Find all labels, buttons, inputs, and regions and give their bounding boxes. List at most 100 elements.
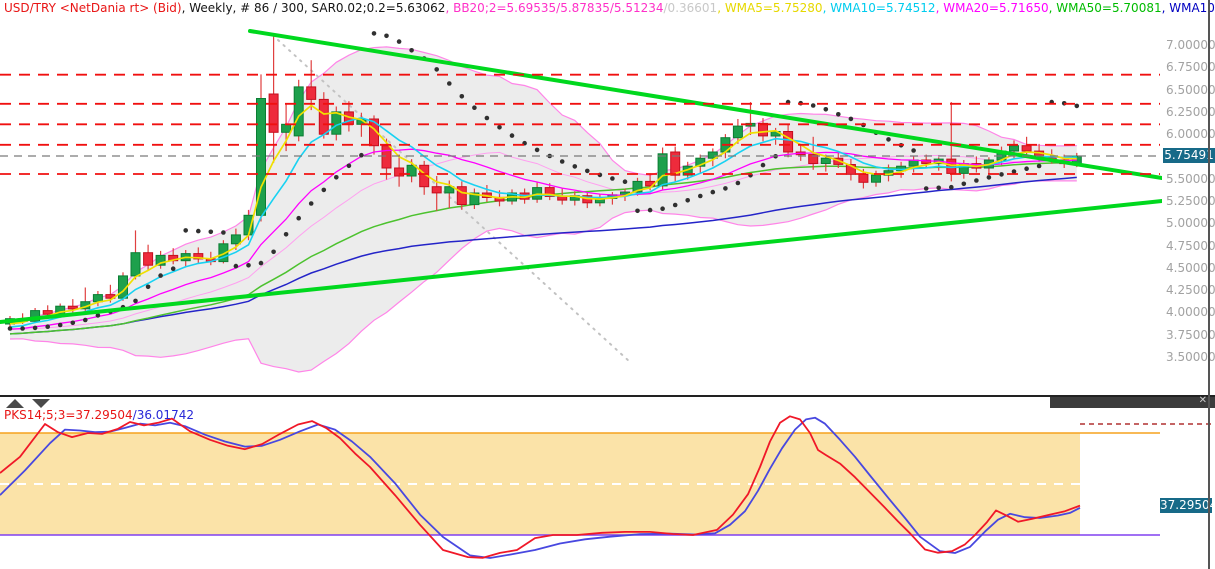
sar-dot (308, 201, 314, 206)
legend-segment: , BB20;2=5.69535/5.87835/5.51234 (445, 1, 664, 15)
sar-dot (57, 322, 63, 328)
legend-segment: USD/TRY <NetDania rt> (Bid) (4, 1, 182, 15)
sar-dot (246, 263, 251, 268)
candle-body (657, 153, 668, 187)
sar-dot (409, 48, 414, 53)
sar-dot (334, 175, 339, 180)
dotted-trendline[interactable] (277, 39, 631, 363)
sar-dot (572, 164, 578, 169)
sar-dot (886, 137, 891, 142)
sar-dot (233, 263, 239, 269)
indicator-panel-titlebar[interactable]: ✕ (1050, 395, 1215, 408)
candle-body (444, 186, 455, 194)
sar-dot (735, 180, 741, 186)
sar-dot (196, 228, 201, 234)
sar-dot (20, 326, 25, 331)
candle-body (331, 111, 342, 135)
bollinger-upper-band (9, 46, 1077, 321)
sar-dot (133, 298, 138, 304)
green-trendline[interactable] (0, 199, 1162, 324)
sar-dot (434, 67, 440, 72)
sar-dot (321, 187, 327, 193)
candle-body (1021, 145, 1032, 152)
legend-segment: /0.36601 (663, 1, 718, 15)
sar-dot (1011, 169, 1017, 174)
collapse-down-icon[interactable] (32, 399, 51, 408)
candle-body (820, 157, 831, 164)
panel-resize-grips[interactable] (6, 399, 53, 418)
sar-dot (999, 172, 1004, 177)
sar-dot (635, 208, 640, 214)
indicator-legend: PKS14;5;3=37.29504/36.01742 (4, 408, 194, 422)
candle-body (381, 145, 392, 169)
sar-dot (95, 313, 101, 318)
collapse-up-icon[interactable] (6, 399, 24, 408)
window-right-border (1208, 0, 1210, 569)
stoch-band-fill (0, 433, 1080, 535)
bollinger-lower-band (9, 180, 1077, 373)
candle-body (557, 196, 568, 201)
candle-body (230, 234, 241, 245)
legend-segment: , WMA10=5.74512 (822, 1, 936, 15)
legend-segment: , Weekly, # 86 / 300 (181, 1, 304, 15)
sar-dot (83, 317, 88, 323)
candle-body (732, 125, 743, 139)
candle-body (758, 122, 768, 137)
sar-dot (672, 202, 678, 208)
sar-dot (70, 320, 76, 326)
legend-segment: , WMA50=5.70081 (1048, 1, 1162, 15)
candle-body (544, 187, 555, 198)
candle-body (155, 254, 166, 266)
wma100-line (9, 176, 1077, 335)
y-axis-label: 7.00000 (1166, 38, 1215, 52)
y-axis-label: 6.25000 (1166, 104, 1215, 119)
sar-dot (484, 115, 490, 121)
sar-dot (974, 178, 979, 183)
sar-dot (447, 81, 452, 86)
main-plot-layer (0, 29, 1162, 373)
sar-dot (936, 185, 941, 191)
y-axis-label: 6.75000 (1166, 60, 1215, 75)
sar-dot (710, 189, 716, 195)
candle-body (67, 305, 78, 310)
candle-body (143, 252, 154, 266)
candle-body (946, 158, 957, 174)
candle-body (469, 192, 480, 206)
candle-body (921, 159, 932, 165)
stoch-line-d (0, 416, 1081, 559)
sar-dot (1074, 103, 1080, 109)
candle-body (394, 167, 405, 177)
legend-segment: , WMA5=5.75280 (717, 1, 823, 15)
sar-dot (559, 159, 565, 164)
candle-body (858, 173, 869, 183)
legend-segment: , WMA20=5.71650 (935, 1, 1049, 15)
candle-body (845, 164, 856, 175)
candle-body (707, 151, 718, 159)
sar-dot (1024, 166, 1029, 171)
y-axis-label: 5.50000 (1166, 171, 1215, 186)
y-axis-label: 5.25000 (1166, 194, 1215, 208)
sar-dot (848, 116, 854, 122)
panel-separator[interactable] (0, 395, 1215, 397)
sar-dot (183, 228, 188, 233)
sar-dot (622, 179, 628, 184)
candle-body (293, 86, 304, 137)
sar-dot (723, 186, 728, 191)
close-icon[interactable]: ✕ (1198, 395, 1207, 406)
y-axis-label: 4.00000 (1166, 305, 1215, 320)
sar-dot (698, 193, 703, 199)
sar-dot (459, 94, 465, 99)
sar-dot (296, 215, 302, 221)
chart-legend: USD/TRY <NetDania rt> (Bid), Weekly, # 8… (4, 1, 1215, 15)
candle-body (871, 174, 881, 183)
sar-dot (359, 152, 364, 158)
sar-dot (396, 39, 402, 44)
candle-body (456, 186, 467, 205)
sar-dot (208, 229, 214, 235)
indicator-legend-segment: /36.01742 (132, 408, 194, 422)
sar-dot (961, 181, 967, 187)
sar-dot (760, 162, 766, 168)
sar-dot (283, 232, 289, 237)
